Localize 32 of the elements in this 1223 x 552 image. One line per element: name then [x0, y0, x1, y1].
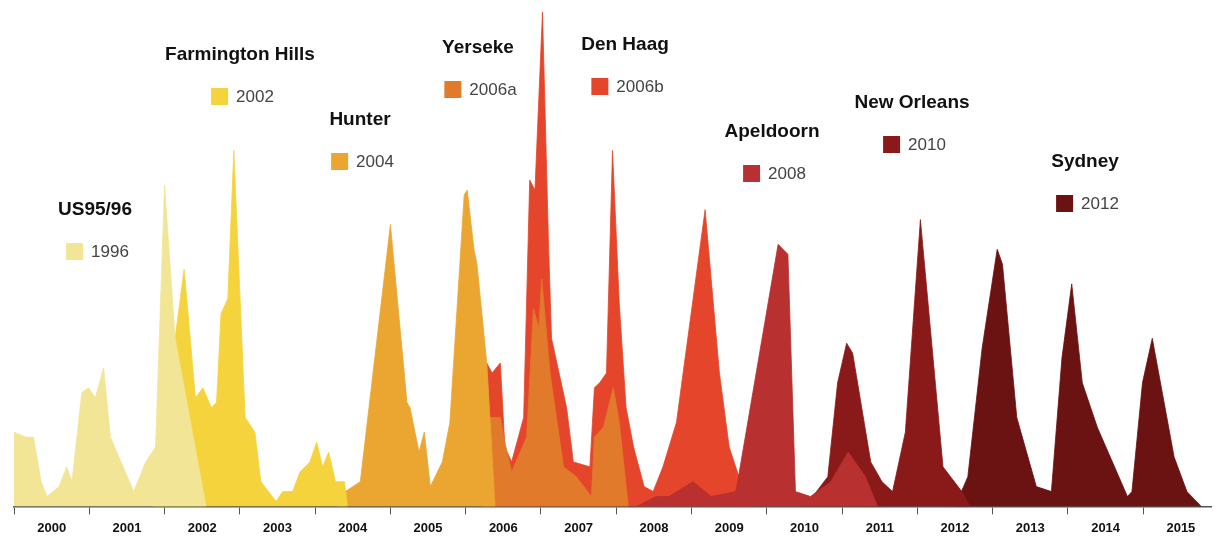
x-tick-label: 2012: [940, 519, 970, 535]
x-tick-label: 2011: [865, 519, 894, 535]
x-tick-label: 2015: [1166, 519, 1196, 535]
legend-label: 1996: [91, 241, 129, 261]
x-tick-label: 2013: [1015, 519, 1045, 535]
annotation: Yerseke: [442, 36, 514, 58]
annotation: Den Haag: [581, 33, 669, 55]
x-tick-label: 2007: [564, 519, 594, 535]
legend-label: 2012: [1081, 193, 1119, 213]
legend-label: 2010: [908, 134, 946, 154]
annotation: New Orleans: [854, 91, 970, 113]
legend-label: 2006a: [469, 79, 518, 99]
x-tick-label: 2004: [338, 519, 368, 535]
x-tick-label: 2008: [639, 519, 669, 535]
annotation: Farmington Hills: [165, 43, 315, 65]
x-tick-label: 2009: [714, 519, 744, 535]
x-tick-label: 2002: [187, 519, 217, 535]
x-tick-label: 2010: [790, 519, 819, 535]
legend-label: 2006b: [616, 76, 664, 96]
legend-label: 2008: [768, 163, 806, 183]
legend-label: 2004: [356, 151, 394, 171]
annotation: US95/96: [58, 198, 132, 220]
x-tick-label: 2003: [263, 519, 292, 535]
x-tick-label: 2014: [1091, 519, 1121, 535]
x-tick-label: 2000: [37, 519, 67, 535]
x-tick-label: 2006: [488, 519, 518, 535]
x-tick-label: 2005: [413, 519, 443, 535]
legend-label: 2002: [236, 86, 274, 106]
annotation: Hunter: [329, 108, 392, 130]
x-tick-label: 2001: [112, 519, 142, 535]
annotation: Sydney: [1051, 150, 1120, 172]
annotation: Apeldoorn: [724, 120, 820, 142]
